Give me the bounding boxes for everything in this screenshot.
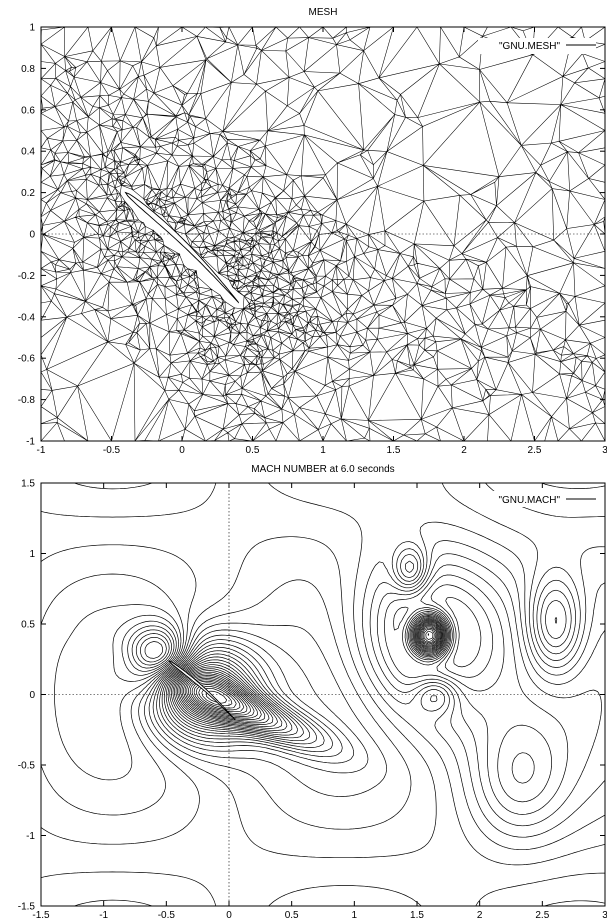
mach-contour-level	[144, 641, 164, 659]
mach-contour-lines	[41, 483, 605, 906]
mach-x-ticks: -1.5 -1 -0.5 0 0.5 1 1.5 2 2.5 3	[32, 483, 607, 921]
mesh-title: MESH	[309, 7, 338, 18]
mesh-x-tick-label: 2	[461, 445, 467, 456]
mach-contour-level	[41, 521, 605, 851]
mach-airfoil-shape	[168, 660, 236, 721]
mach-contour-level	[172, 626, 438, 736]
mach-contour-level	[112, 553, 602, 827]
mach-contour-level	[175, 628, 435, 731]
mesh-x-tick-label: -1	[37, 445, 46, 456]
mach-contour-level	[195, 684, 241, 711]
mach-y-tick-label: 1.5	[21, 479, 35, 490]
mach-contour-level	[140, 636, 167, 663]
mach-x-tick-label: 0.5	[285, 910, 299, 921]
mesh-x-tick-label: -0.5	[103, 445, 121, 456]
mach-x-tick-label: 0	[226, 910, 232, 921]
mesh-legend: "GNU.MESH"	[478, 38, 596, 54]
mach-zero-axes	[41, 483, 605, 906]
mach-x-tick-label: 2	[477, 910, 483, 921]
mach-contour-level	[127, 574, 552, 803]
mach-contour-level	[152, 560, 572, 797]
mach-x-tick-label: 1.5	[410, 910, 424, 921]
mach-contour-level	[41, 483, 605, 906]
mach-x-tick-label: 2.5	[535, 910, 549, 921]
mesh-y-tick-label: 0.4	[21, 147, 35, 158]
mach-contour-level	[174, 627, 437, 734]
mach-contour-level	[193, 682, 245, 713]
mach-x-tick-label: -1	[99, 910, 108, 921]
mesh-triangles	[41, 27, 605, 441]
mach-contour-level	[156, 599, 567, 774]
mach-legend-label: "GNU.MACH"	[498, 495, 560, 506]
mach-contour-level	[177, 630, 434, 729]
mesh-x-tick-label: 1	[320, 445, 326, 456]
mach-panel: MACH NUMBER at 6.0 seconds -1.5 -1 -0.5 0 0.…	[18, 464, 607, 921]
mach-contour-level	[135, 596, 482, 668]
mach-y-tick-label: 0.5	[21, 620, 35, 631]
mach-contour-level	[169, 624, 440, 742]
mesh-y-ticks: 1 0.8 0.6 0.4 0.2 0 -0.2 -0.4 -0.6 -0.8 -1	[18, 23, 605, 448]
mach-contour-level	[178, 633, 430, 727]
mach-contour-level	[167, 623, 440, 745]
mach-y-tick-label: 1	[29, 549, 35, 560]
airfoil-shape	[124, 191, 239, 304]
mach-y-tick-label: -1.5	[18, 902, 36, 913]
mach-contour-level	[180, 670, 274, 725]
mach-title: MACH NUMBER at 6.0 seconds	[251, 464, 394, 475]
mach-contour-level	[170, 625, 439, 739]
mesh-y-tick-label: 0.6	[21, 105, 35, 116]
mesh-x-tick-label: 1.5	[387, 445, 401, 456]
mach-contour-level	[159, 617, 558, 764]
mesh-y-tick-label: 0	[29, 230, 35, 241]
mach-contour-level	[121, 564, 569, 815]
mach-contour-level	[184, 674, 262, 720]
mach-contour-level	[163, 621, 442, 753]
mach-y-tick-label: 0	[29, 690, 35, 701]
mach-y-ticks: 1.5 1 0.5 0 -0.5 -1 -1.5	[18, 479, 605, 913]
mesh-y-tick-label: -0.8	[18, 395, 36, 406]
mesh-legend-label: "GNU.MESH"	[499, 41, 560, 52]
mach-contour-level	[165, 622, 441, 748]
mach-contour-level	[131, 584, 535, 784]
mach-x-tick-label: -0.5	[158, 910, 176, 921]
mesh-y-tick-label: 0.2	[21, 188, 35, 199]
mach-y-tick-label: -1	[26, 831, 35, 842]
mach-contour-level	[186, 676, 258, 719]
mesh-x-tick-label: 0.5	[246, 445, 260, 456]
mesh-triangulation	[41, 27, 605, 441]
mesh-x-ticks: -1 -0.5 0 0.5 1 1.5 2 2.5 3	[37, 27, 607, 456]
mach-contour-level	[181, 671, 270, 724]
mesh-y-tick-label: -1	[26, 437, 35, 448]
mach-contour-level	[183, 673, 266, 722]
mach-x-tick-label: -1.5	[32, 910, 50, 921]
mach-x-tick-label: 1	[352, 910, 358, 921]
mesh-x-tick-label: 3	[602, 445, 607, 456]
mach-legend: "GNU.MACH"	[478, 491, 596, 507]
mesh-y-tick-label: -0.4	[18, 312, 36, 323]
mach-y-tick-label: -0.5	[18, 761, 36, 772]
mach-contour-level	[188, 677, 255, 717]
mesh-y-tick-label: 0.8	[21, 64, 35, 75]
mach-contour-level	[41, 483, 605, 906]
mesh-panel: MESH -1 -0.5 0 0.5 1 1.5 2 2.5 3 10.80.60.40.20-…	[18, 7, 607, 456]
mesh-y-tick-label: 1	[29, 23, 35, 34]
mach-contour-level	[189, 679, 252, 716]
mesh-x-tick-label: 2.5	[528, 445, 542, 456]
mach-contour-level	[54, 540, 605, 838]
mesh-y-tick-label: -0.2	[18, 271, 36, 282]
mach-x-tick-label: 3	[602, 910, 607, 921]
mach-contour-level	[161, 620, 443, 758]
mach-contour-level	[198, 686, 237, 709]
mesh-y-tick-label: -0.6	[18, 354, 36, 365]
mesh-x-tick-label: 0	[179, 445, 185, 456]
